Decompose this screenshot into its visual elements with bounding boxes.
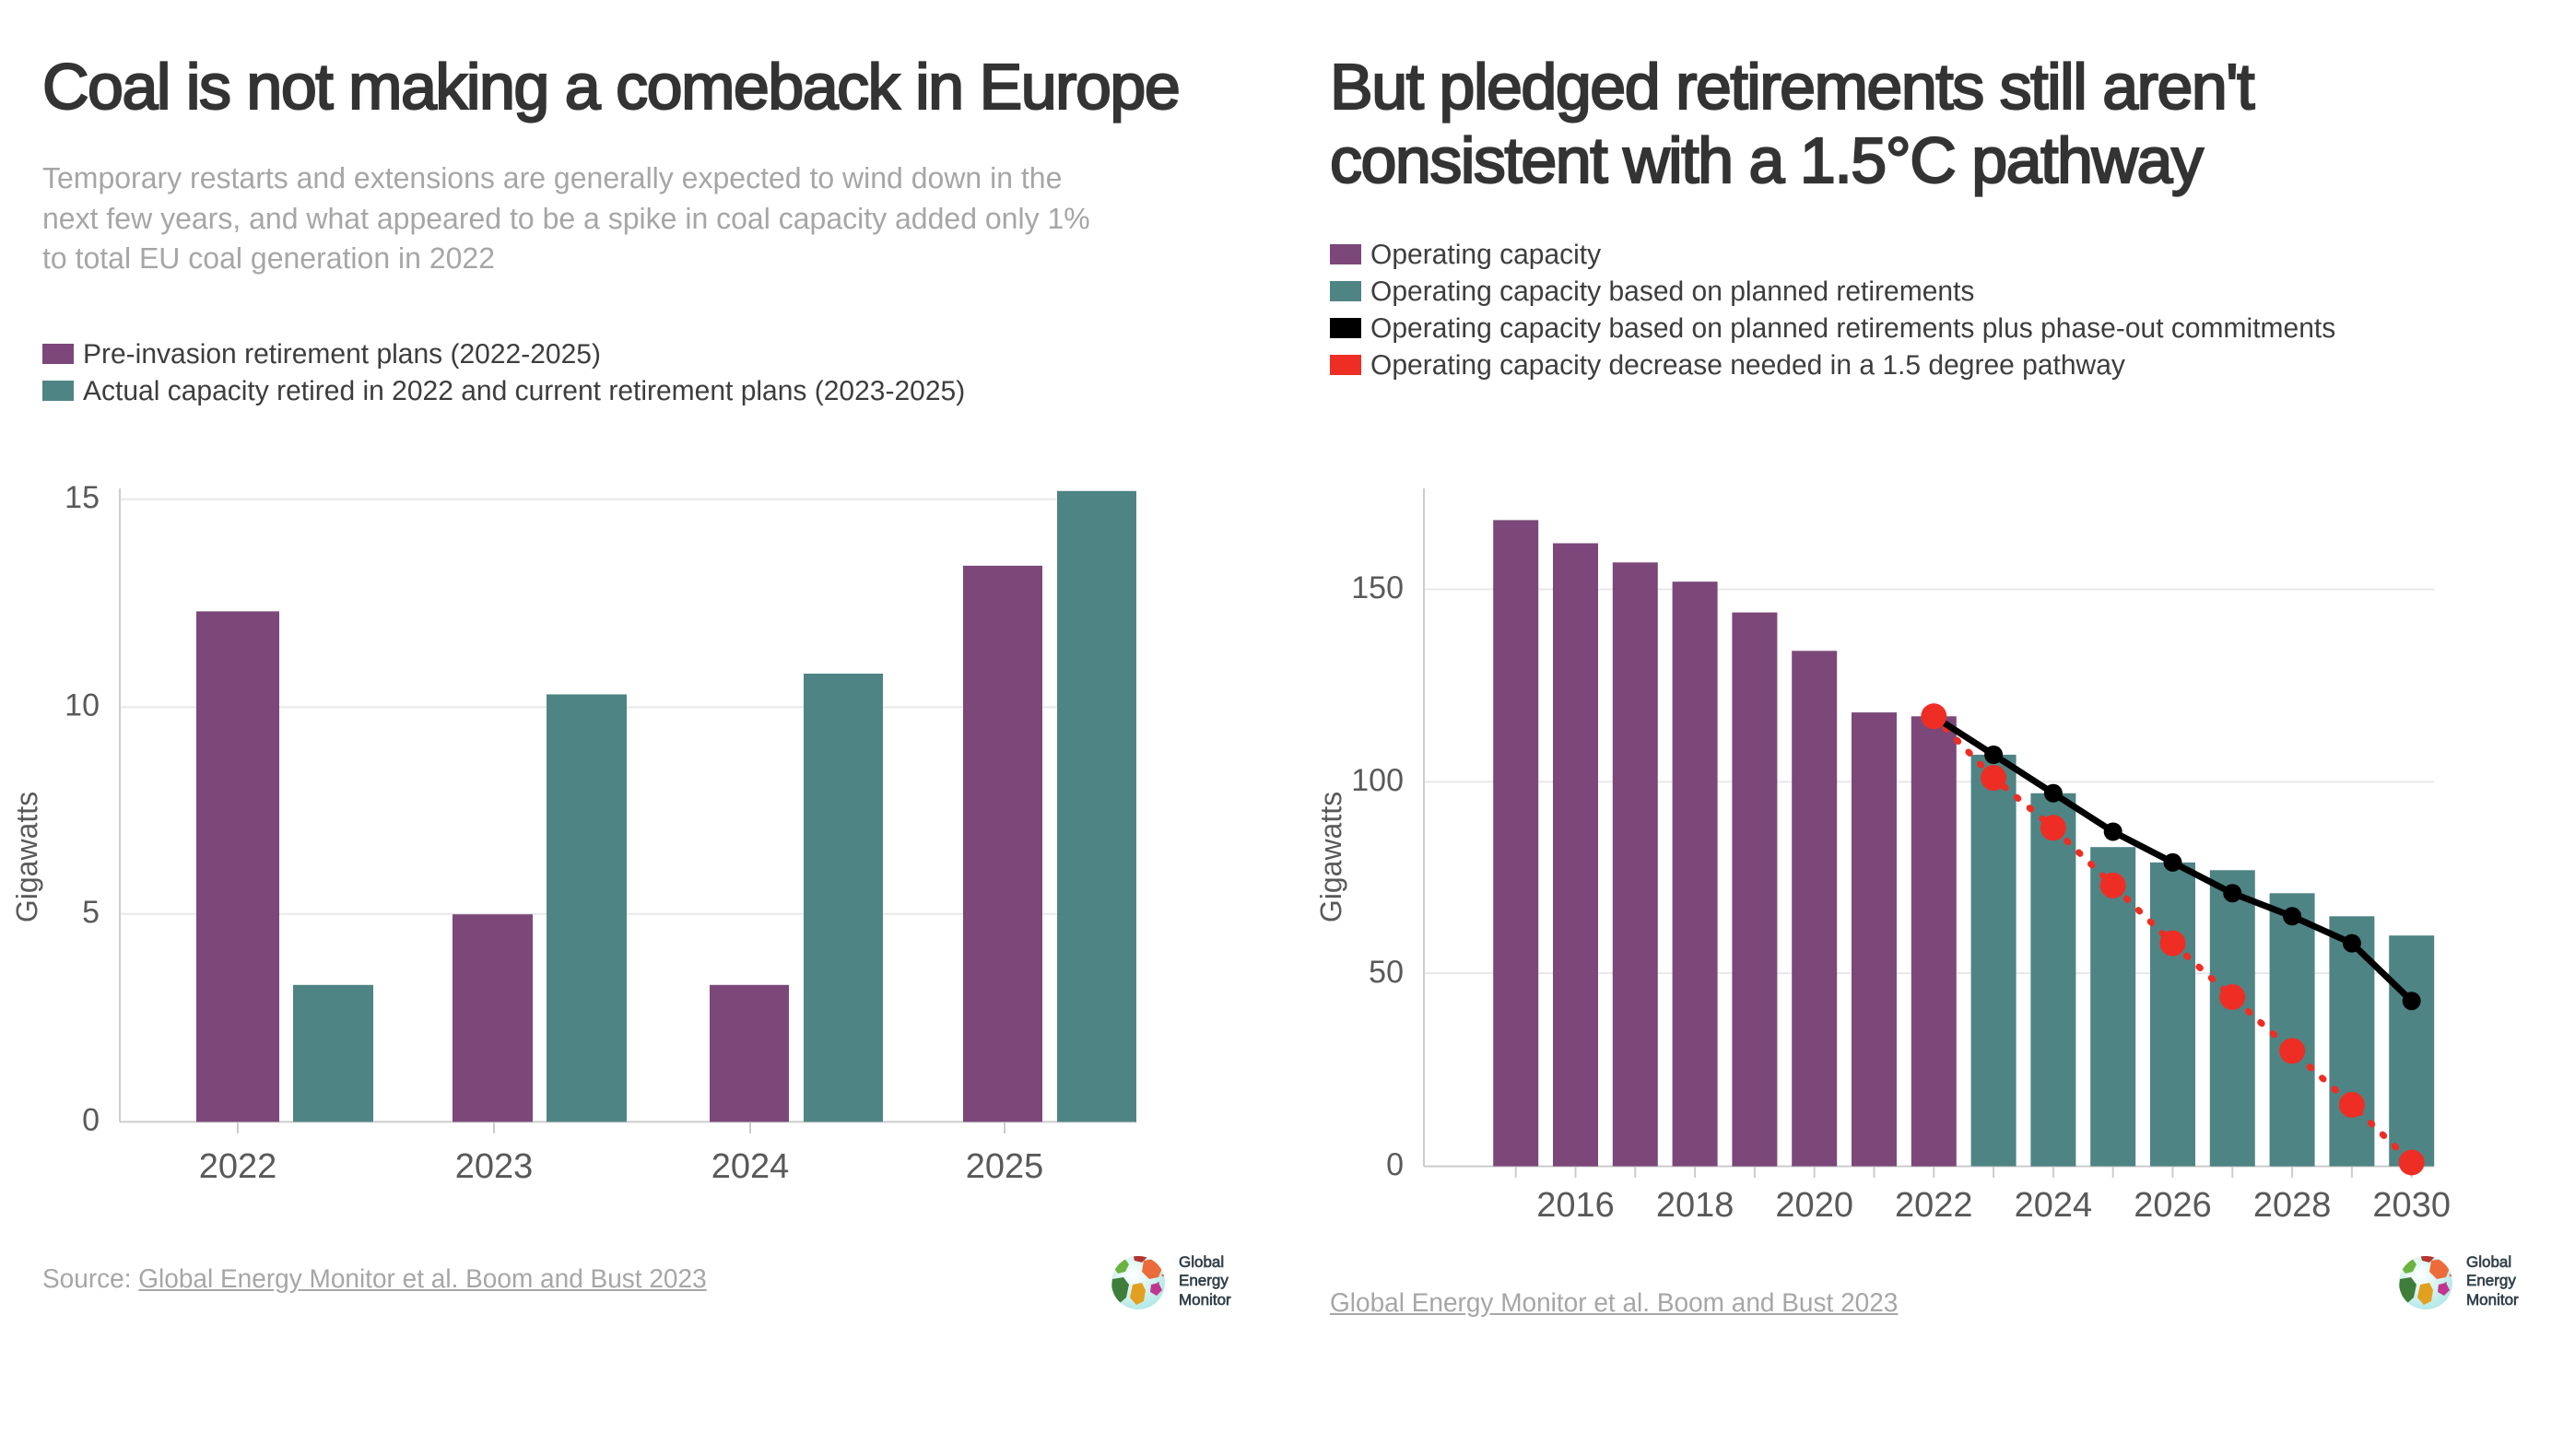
svg-text:2022: 2022: [199, 1147, 277, 1186]
svg-text:0: 0: [82, 1102, 100, 1137]
svg-text:2023: 2023: [455, 1147, 534, 1186]
svg-text:50: 50: [1369, 955, 1404, 990]
svg-text:2025: 2025: [966, 1147, 1044, 1186]
svg-text:2028: 2028: [2253, 1186, 2332, 1225]
svg-text:10: 10: [65, 687, 100, 722]
svg-text:2020: 2020: [1775, 1186, 1853, 1225]
svg-text:150: 150: [1351, 570, 1404, 605]
svg-text:15: 15: [65, 480, 100, 515]
svg-text:2022: 2022: [1895, 1186, 1973, 1225]
svg-text:Gigawatts: Gigawatts: [1314, 792, 1347, 922]
svg-text:2024: 2024: [2015, 1186, 2093, 1225]
svg-text:2018: 2018: [1656, 1186, 1734, 1225]
svg-text:0: 0: [1386, 1147, 1404, 1182]
svg-text:2016: 2016: [1536, 1186, 1615, 1225]
svg-text:Gigawatts: Gigawatts: [10, 792, 43, 922]
svg-text:5: 5: [82, 895, 100, 930]
svg-text:2030: 2030: [2372, 1186, 2451, 1225]
svg-text:2026: 2026: [2134, 1186, 2212, 1225]
svg-text:2024: 2024: [711, 1147, 790, 1186]
svg-text:100: 100: [1351, 763, 1404, 798]
